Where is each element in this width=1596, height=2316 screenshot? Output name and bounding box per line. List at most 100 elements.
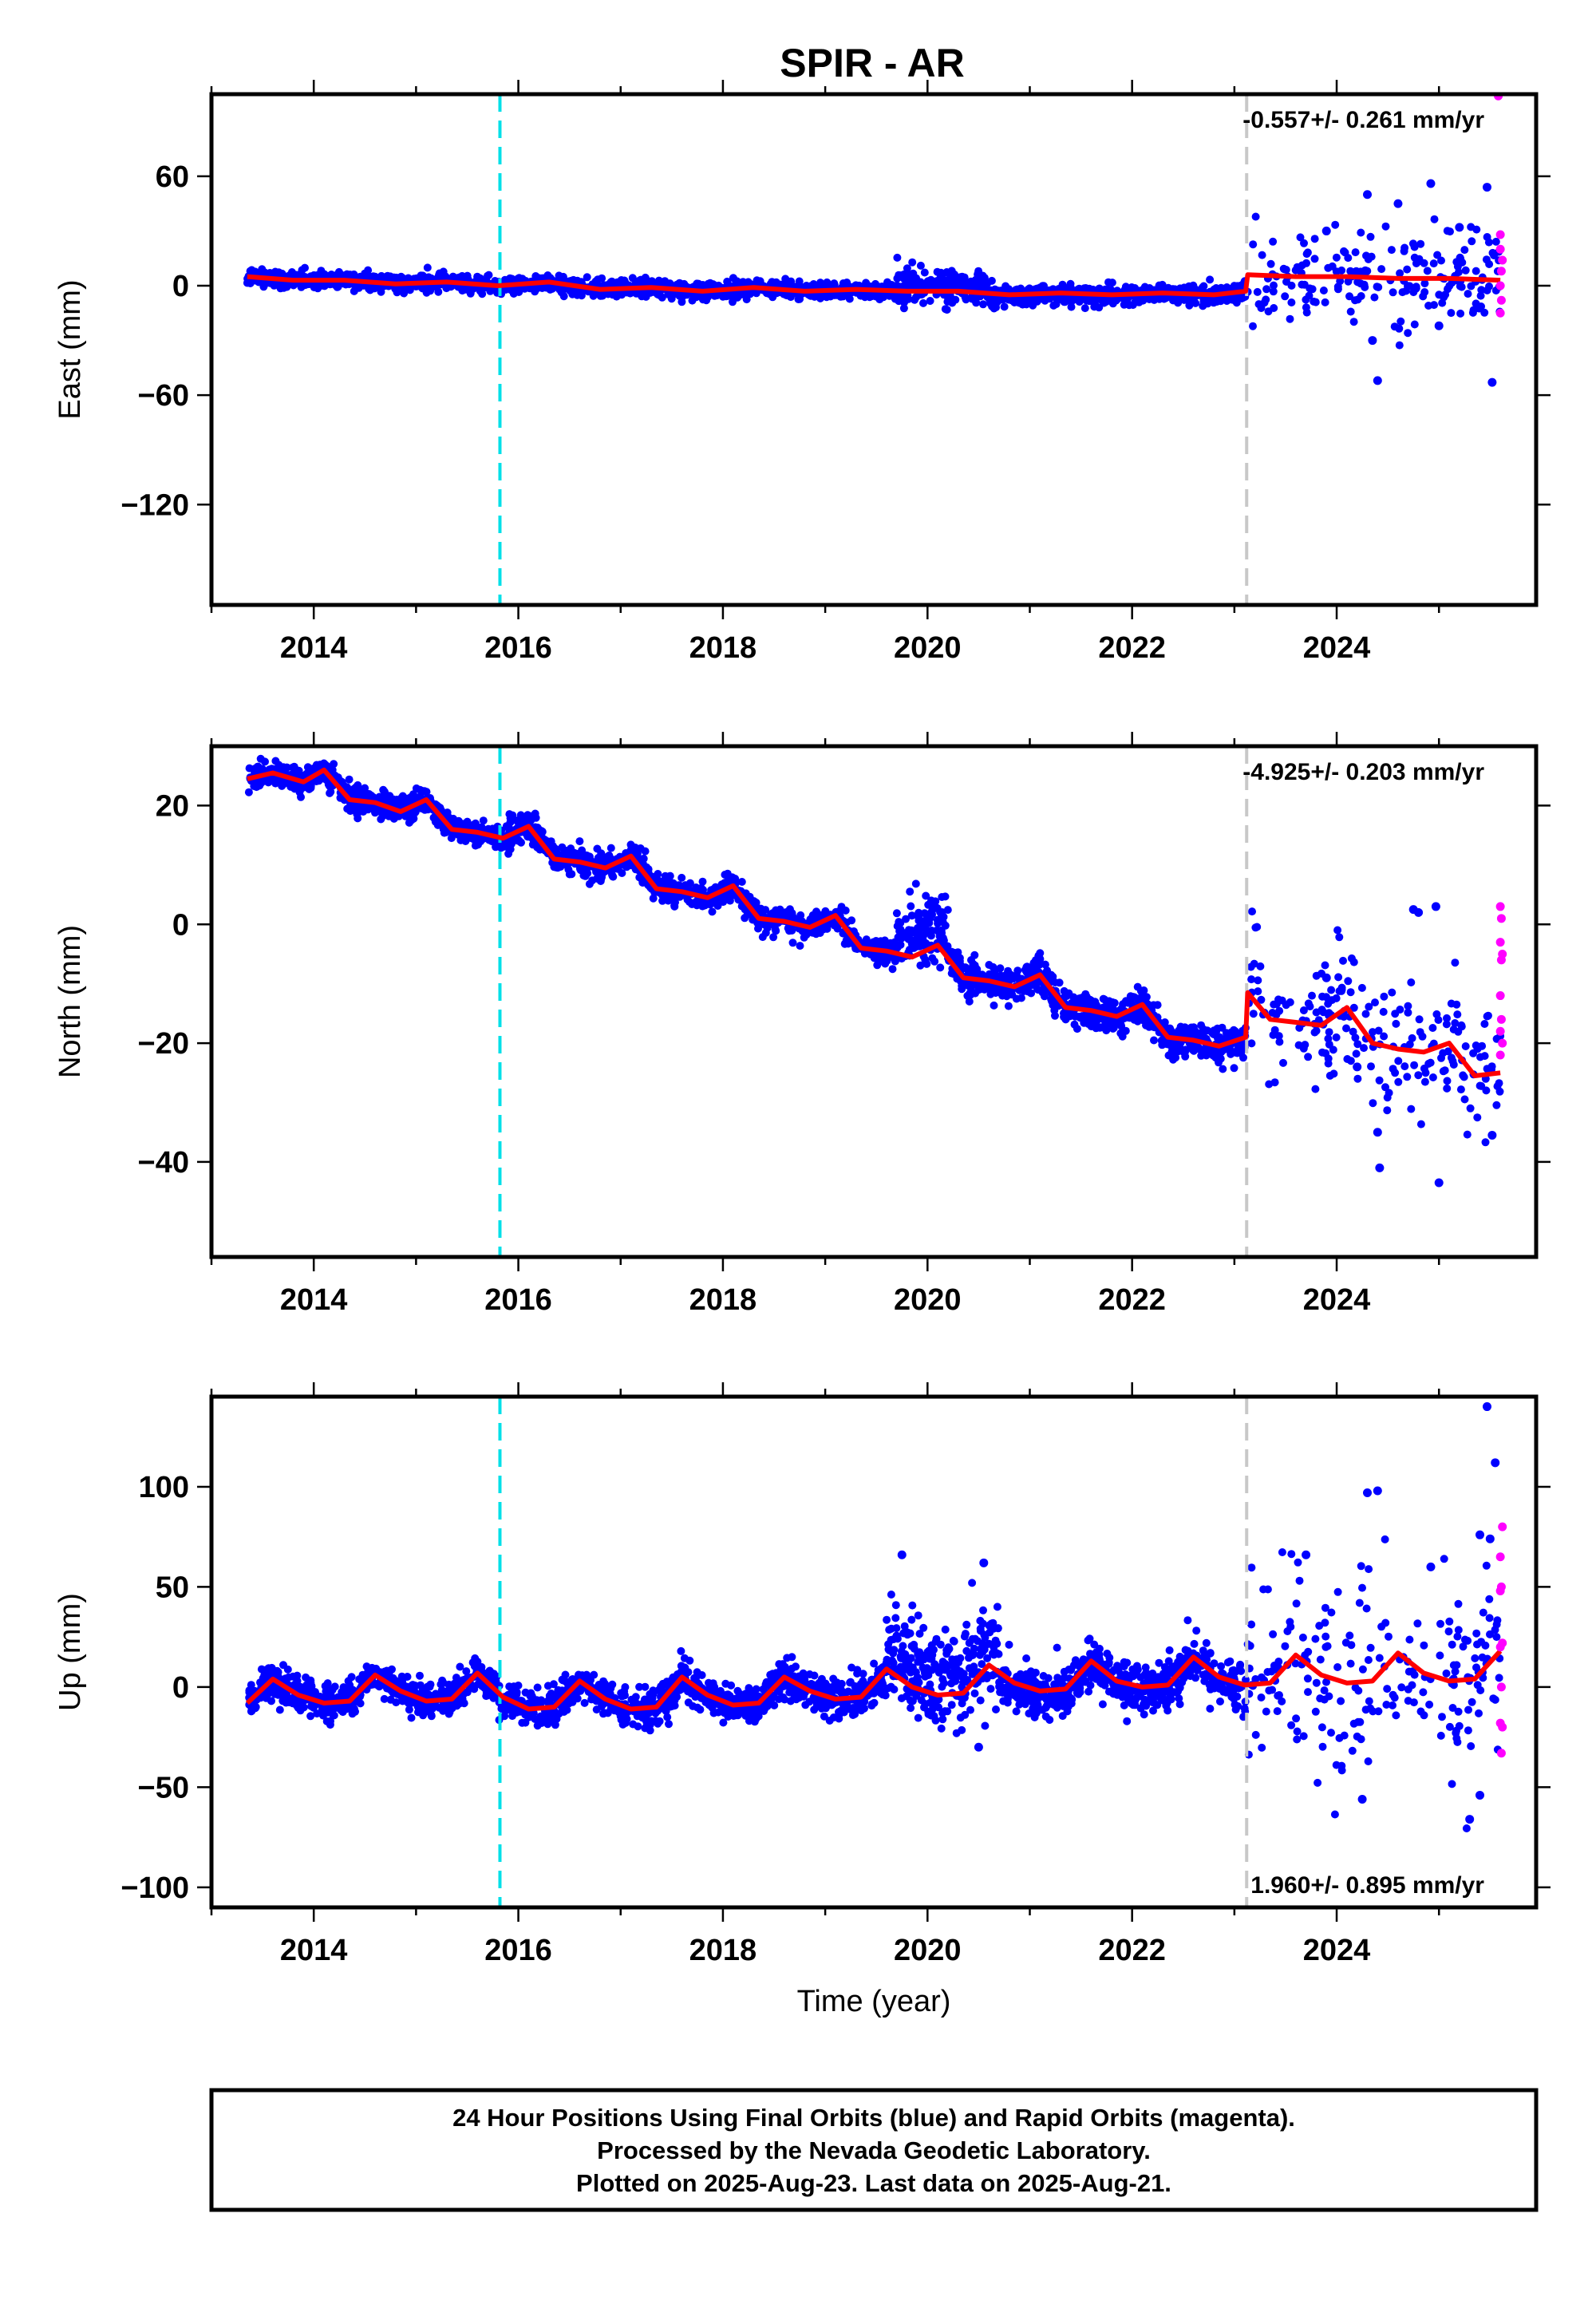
data-point-outlier	[1482, 183, 1491, 192]
data-point	[1249, 322, 1257, 330]
data-point	[938, 893, 946, 901]
data-point	[1217, 1048, 1226, 1057]
data-point	[583, 273, 591, 282]
data-point	[549, 283, 557, 292]
data-point	[1319, 1008, 1328, 1017]
data-point	[1013, 970, 1021, 979]
data-point	[1079, 993, 1088, 1002]
data-point	[1416, 239, 1425, 248]
data-point	[1321, 298, 1329, 306]
data-point	[915, 923, 924, 932]
data-point	[403, 794, 412, 803]
data-point	[1198, 283, 1207, 292]
data-point	[1215, 1058, 1223, 1067]
data-point	[453, 819, 462, 828]
data-point	[320, 774, 329, 783]
data-point	[1332, 253, 1341, 262]
data-point	[1342, 1024, 1350, 1033]
data-point	[1410, 243, 1419, 251]
data-point-outlier	[1434, 321, 1444, 330]
data-point	[393, 288, 401, 297]
data-point	[1158, 280, 1167, 289]
data-point	[1012, 994, 1021, 1003]
data-point	[1227, 294, 1235, 303]
data-point	[698, 877, 707, 886]
data-point	[1367, 252, 1376, 261]
data-point	[361, 269, 369, 278]
data-point	[603, 856, 612, 864]
data-point	[409, 790, 417, 799]
data-point	[754, 924, 762, 933]
data-point	[516, 816, 524, 824]
data-point	[1302, 308, 1311, 317]
data-point	[575, 837, 584, 846]
data-point	[1340, 247, 1348, 255]
data-point	[761, 906, 770, 915]
data-point	[752, 899, 760, 907]
data-point	[1219, 1065, 1227, 1073]
data-point	[1456, 1085, 1465, 1094]
data-point	[1311, 1085, 1320, 1093]
data-point	[1319, 287, 1328, 294]
data-point	[401, 812, 410, 820]
data-point	[1302, 259, 1310, 267]
data-point	[758, 933, 767, 942]
data-point	[1353, 278, 1362, 287]
rapid-data-point	[1495, 244, 1505, 254]
data-point	[1249, 240, 1258, 249]
data-point	[1104, 286, 1112, 294]
data-point	[1443, 227, 1452, 235]
data-point	[1377, 265, 1386, 274]
data-point	[1001, 282, 1010, 290]
data-point	[1210, 1052, 1219, 1061]
data-point	[568, 287, 577, 295]
data-point	[1098, 1014, 1107, 1023]
data-point-outlier	[1321, 226, 1331, 235]
data-point	[1281, 292, 1290, 301]
data-point	[1480, 1020, 1489, 1028]
data-point	[969, 959, 978, 968]
data-point	[987, 276, 996, 285]
data-point	[1332, 1033, 1341, 1041]
data-point	[1464, 290, 1472, 298]
data-point	[1210, 285, 1219, 294]
data-point	[1202, 1050, 1211, 1059]
data-point	[1353, 1074, 1362, 1083]
data-point	[637, 855, 646, 864]
data-point	[298, 266, 306, 275]
data-point	[1104, 1019, 1112, 1028]
data-point	[926, 900, 934, 909]
data-point	[1067, 298, 1076, 306]
data-point	[843, 939, 852, 948]
data-point	[1369, 1028, 1377, 1037]
data-point	[1181, 1045, 1190, 1054]
data-point	[733, 277, 741, 286]
data-point	[1344, 254, 1353, 263]
data-point	[251, 765, 259, 773]
data-point	[547, 840, 555, 849]
data-point	[842, 280, 851, 288]
data-point	[925, 919, 934, 927]
data-point	[1305, 291, 1314, 300]
data-point	[764, 922, 772, 931]
x-tick-label: 2016	[484, 631, 552, 665]
data-point	[589, 291, 598, 300]
data-point	[585, 879, 594, 888]
data-point	[916, 961, 925, 970]
data-point	[985, 961, 994, 969]
x-tick-label: 2020	[894, 631, 962, 665]
data-point	[346, 786, 354, 795]
data-point	[1460, 246, 1469, 255]
data-point	[1438, 298, 1447, 307]
plot-frame	[209, 92, 1539, 607]
data-point	[1318, 992, 1326, 1001]
data-point	[1173, 1044, 1182, 1053]
final-orbit-points	[243, 179, 1504, 387]
data-point	[350, 287, 358, 295]
data-point	[1374, 1026, 1383, 1035]
data-point	[565, 870, 574, 879]
data-point	[332, 282, 341, 290]
data-point	[1477, 286, 1486, 294]
data-point	[1456, 309, 1465, 318]
